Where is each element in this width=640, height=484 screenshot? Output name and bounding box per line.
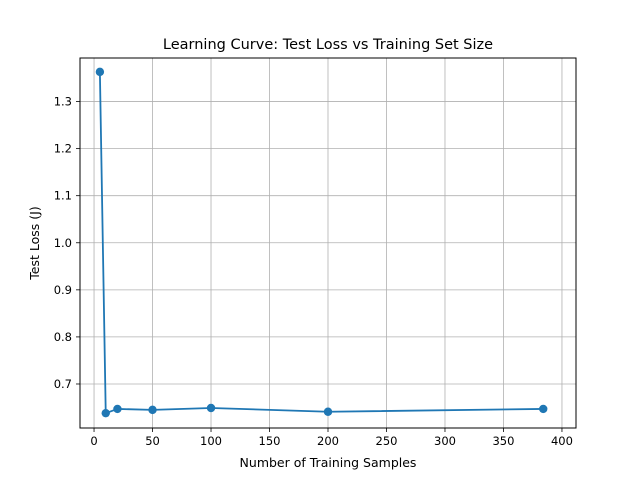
y-tick-label: 1.3 <box>54 95 72 109</box>
y-tick-label: 0.9 <box>54 283 72 297</box>
data-point <box>539 404 548 414</box>
x-axis-ticks: 0 50 100 150 200 250 300 350 400 <box>90 428 573 448</box>
grid-lines <box>80 58 576 428</box>
data-point <box>113 404 122 414</box>
data-point <box>101 408 110 418</box>
x-tick-label: 50 <box>145 434 160 448</box>
x-axis-label: Number of Training Samples <box>240 455 417 470</box>
data-point <box>148 405 157 415</box>
x-tick-label: 150 <box>259 434 281 448</box>
y-tick-label: 0.7 <box>54 377 72 391</box>
series-layer <box>95 67 548 418</box>
x-tick-label: 0 <box>90 434 97 448</box>
y-tick-label: 1.0 <box>54 236 72 250</box>
data-point <box>95 67 105 77</box>
x-tick-label: 300 <box>434 434 456 448</box>
x-tick-label: 350 <box>492 434 514 448</box>
y-tick-label: 1.2 <box>54 142 72 156</box>
x-tick-label: 100 <box>200 434 222 448</box>
y-axis-ticks: 0.7 0.8 0.9 1.0 1.1 1.2 1.3 <box>54 95 80 391</box>
x-tick-label: 200 <box>317 434 339 448</box>
y-tick-label: 1.1 <box>54 189 72 203</box>
data-point <box>323 407 333 416</box>
x-tick-label: 400 <box>551 434 573 448</box>
data-point <box>206 403 216 413</box>
x-tick-label: 250 <box>376 434 398 448</box>
y-tick-label: 0.8 <box>54 330 72 344</box>
y-axis-label: Test Loss (J) <box>27 206 42 280</box>
chart-title: Learning Curve: Test Loss vs Training Se… <box>163 37 493 53</box>
